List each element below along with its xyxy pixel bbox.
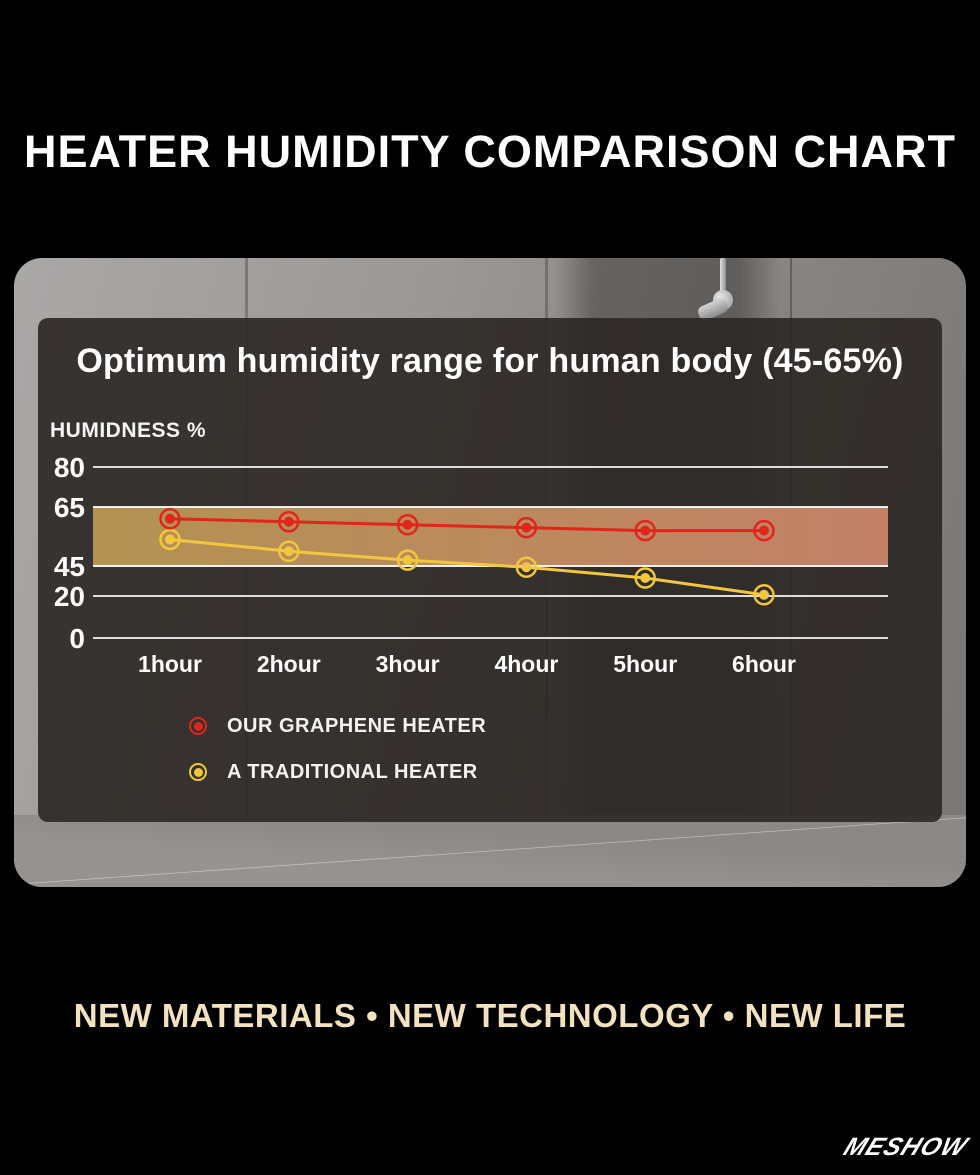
x-tick-label: 2hour — [257, 651, 321, 677]
data-point — [640, 525, 651, 536]
data-point-ring — [278, 540, 300, 562]
x-tick-label: 6hour — [732, 651, 796, 677]
data-point-ring — [159, 508, 181, 530]
yellow-series-marker-icon — [189, 763, 207, 781]
footer-tagline: NEW MATERIALS • NEW TECHNOLOGY • NEW LIF… — [73, 997, 907, 1034]
data-point — [402, 519, 413, 530]
data-point-ring — [634, 519, 656, 542]
data-point-ring — [159, 528, 181, 551]
bathroom-photo: 80 65 45 20 0 1hour 2hour 3hour 4hour 5hour 6hour … — [14, 258, 966, 887]
data-point — [521, 522, 532, 533]
data-point — [283, 516, 294, 527]
chart-legend: OUR GRAPHENE HEATER A TRADITIONAL HEATER — [189, 712, 486, 804]
data-point-ring — [515, 516, 538, 539]
red-series-marker-icon — [189, 717, 207, 735]
legend-item-traditional-heater: A TRADITIONAL HEATER — [189, 758, 486, 786]
data-point — [521, 562, 532, 573]
data-point — [759, 525, 769, 536]
x-tick-label: 1hour — [138, 651, 202, 677]
optimal-band — [93, 507, 888, 566]
y-tick-label: 80 — [54, 452, 85, 483]
chart-title: Optimum humidity range for human body (4… — [76, 342, 904, 380]
legend-label-graphene: OUR GRAPHENE HEATER — [227, 714, 487, 737]
x-tick-label: 5hour — [613, 651, 677, 677]
data-point — [759, 589, 769, 600]
x-tick-label: 3hour — [376, 651, 440, 677]
data-point — [402, 555, 413, 566]
y-axis-label: HUMIDNESS % — [50, 419, 207, 442]
data-point — [165, 513, 175, 524]
data-point-ring — [278, 511, 300, 533]
page-title: HEATER HUMIDITY COMPARISON CHART — [24, 126, 956, 177]
y-tick-label: 65 — [54, 492, 85, 523]
data-point-ring — [753, 584, 775, 606]
y-tick-label: 45 — [54, 551, 85, 582]
data-point — [283, 546, 294, 557]
chart-panel: 80 65 45 20 0 1hour 2hour 3hour 4hour 5hour 6hour … — [38, 318, 942, 822]
data-point-ring — [396, 513, 419, 536]
data-point — [640, 573, 651, 583]
series-line — [168, 517, 766, 533]
series-line — [168, 537, 766, 597]
legend-label-traditional: A TRADITIONAL HEATER — [227, 760, 478, 783]
y-tick-label: 20 — [54, 581, 85, 612]
data-point-ring — [634, 567, 656, 589]
x-tick-label: 4hour — [494, 651, 558, 677]
brand-logo: MESHOW — [839, 1133, 972, 1162]
brand-logo-text: MESHOW — [839, 1133, 972, 1161]
data-point-ring — [515, 556, 538, 578]
data-point — [165, 534, 175, 545]
legend-item-graphene-heater: OUR GRAPHENE HEATER — [189, 712, 486, 740]
y-tick-label: 0 — [69, 623, 85, 654]
bathtub-edge — [14, 815, 966, 887]
data-point-ring — [753, 519, 775, 542]
shower-pipe — [720, 258, 726, 304]
data-point-ring — [396, 549, 419, 571]
